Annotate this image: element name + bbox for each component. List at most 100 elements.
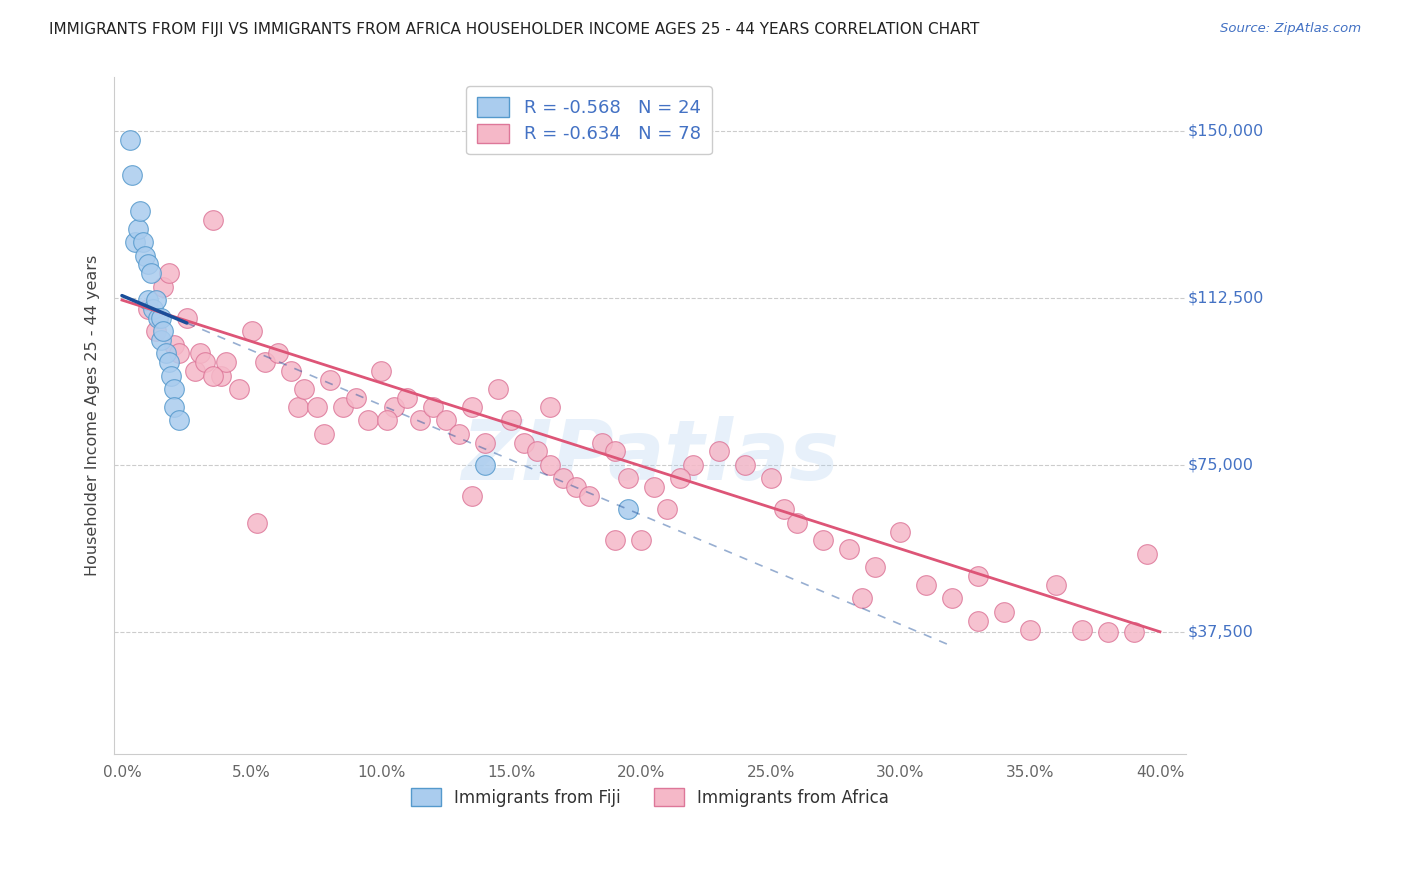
Text: $112,500: $112,500 <box>1188 290 1264 305</box>
Point <box>578 489 600 503</box>
Point <box>434 413 457 427</box>
Point <box>643 480 665 494</box>
Legend: Immigrants from Fiji, Immigrants from Africa: Immigrants from Fiji, Immigrants from Af… <box>404 781 896 814</box>
Point <box>449 426 471 441</box>
Point <box>152 324 174 338</box>
Point <box>370 364 392 378</box>
Point <box>357 413 380 427</box>
Point <box>409 413 432 427</box>
Point <box>1097 624 1119 639</box>
Point <box>1136 547 1159 561</box>
Text: IMMIGRANTS FROM FIJI VS IMMIGRANTS FROM AFRICA HOUSEHOLDER INCOME AGES 25 - 44 Y: IMMIGRANTS FROM FIJI VS IMMIGRANTS FROM … <box>49 22 980 37</box>
Point <box>603 533 626 548</box>
Point <box>176 310 198 325</box>
Point <box>160 368 183 383</box>
Point <box>993 605 1015 619</box>
Point <box>240 324 263 338</box>
Point <box>194 355 217 369</box>
Point <box>145 324 167 338</box>
Point <box>967 569 990 583</box>
Point <box>915 578 938 592</box>
Point <box>139 266 162 280</box>
Point <box>287 400 309 414</box>
Point <box>811 533 834 548</box>
Point <box>142 301 165 316</box>
Point <box>941 591 963 606</box>
Point <box>332 400 354 414</box>
Point <box>501 413 523 427</box>
Point <box>786 516 808 530</box>
Point <box>155 346 177 360</box>
Point <box>655 502 678 516</box>
Point <box>967 614 990 628</box>
Point <box>889 524 911 539</box>
Point <box>591 435 613 450</box>
Point <box>124 235 146 250</box>
Point <box>136 293 159 307</box>
Point <box>188 346 211 360</box>
Point <box>314 426 336 441</box>
Point <box>851 591 873 606</box>
Point <box>538 400 561 414</box>
Point <box>157 266 180 280</box>
Point <box>118 133 141 147</box>
Point <box>201 368 224 383</box>
Point <box>127 222 149 236</box>
Point <box>344 391 367 405</box>
Point <box>215 355 238 369</box>
Point <box>228 382 250 396</box>
Point <box>1123 624 1146 639</box>
Point <box>280 364 302 378</box>
Point <box>129 204 152 219</box>
Point <box>121 169 143 183</box>
Text: ZIPatlas: ZIPatlas <box>461 416 839 497</box>
Point <box>167 346 190 360</box>
Point <box>1019 623 1042 637</box>
Point <box>201 213 224 227</box>
Point <box>152 279 174 293</box>
Text: Source: ZipAtlas.com: Source: ZipAtlas.com <box>1220 22 1361 36</box>
Point <box>136 257 159 271</box>
Point <box>838 542 860 557</box>
Point <box>682 458 704 472</box>
Point <box>617 471 640 485</box>
Point <box>486 382 509 396</box>
Point <box>759 471 782 485</box>
Point <box>617 502 640 516</box>
Point <box>707 444 730 458</box>
Point <box>148 310 170 325</box>
Point <box>396 391 419 405</box>
Point <box>474 458 496 472</box>
Point <box>422 400 444 414</box>
Y-axis label: Householder Income Ages 25 - 44 years: Householder Income Ages 25 - 44 years <box>86 255 100 576</box>
Point <box>132 235 155 250</box>
Point <box>1071 623 1094 637</box>
Point <box>209 368 232 383</box>
Text: $37,500: $37,500 <box>1188 624 1254 640</box>
Point <box>157 355 180 369</box>
Point <box>167 413 190 427</box>
Point <box>1045 578 1067 592</box>
Point <box>375 413 398 427</box>
Point <box>630 533 652 548</box>
Point <box>734 458 756 472</box>
Point <box>266 346 288 360</box>
Point <box>772 502 794 516</box>
Point <box>474 435 496 450</box>
Point <box>461 489 484 503</box>
Point <box>149 310 172 325</box>
Point <box>565 480 588 494</box>
Point <box>526 444 548 458</box>
Point <box>305 400 328 414</box>
Point <box>149 333 172 347</box>
Point <box>183 364 205 378</box>
Point <box>163 382 186 396</box>
Point <box>163 400 186 414</box>
Point <box>253 355 276 369</box>
Point <box>136 301 159 316</box>
Point <box>292 382 315 396</box>
Point <box>538 458 561 472</box>
Point <box>603 444 626 458</box>
Point <box>863 560 886 574</box>
Point <box>461 400 484 414</box>
